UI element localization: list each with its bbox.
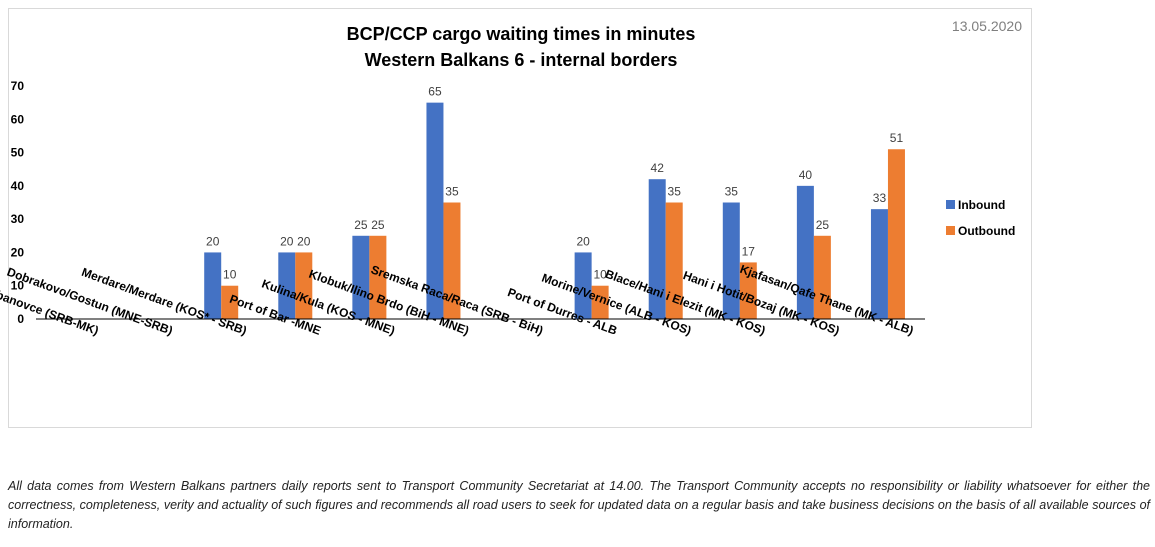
bar-inbound [870, 209, 888, 319]
data-label: 51 [890, 131, 904, 145]
data-label: 33 [873, 191, 887, 205]
y-tick-label: 20 [11, 245, 25, 259]
data-label: 35 [668, 185, 682, 199]
data-label: 25 [816, 218, 830, 232]
legend-label-outbound: Outbound [958, 224, 1015, 238]
bar-inbound [204, 252, 222, 319]
data-label: 17 [742, 244, 756, 258]
y-tick-label: 0 [17, 312, 24, 326]
data-label: 25 [354, 218, 368, 232]
y-tick-label: 40 [11, 179, 25, 193]
data-label: 42 [651, 161, 665, 175]
bar-inbound [574, 252, 592, 319]
bar-outbound [665, 202, 683, 319]
data-label: 20 [280, 234, 294, 248]
bars-group [204, 102, 905, 320]
bar-inbound [426, 102, 444, 320]
bar-outbound [369, 235, 387, 319]
chart-subtitle: Western Balkans 6 - internal borders [365, 50, 678, 70]
data-label: 20 [576, 234, 590, 248]
chart-title: BCP/CCP cargo waiting times in minutes [347, 24, 696, 44]
legend-swatch-inbound [946, 200, 955, 209]
y-tick-label: 30 [11, 212, 25, 226]
bar-outbound [221, 285, 239, 319]
data-label: 10 [223, 268, 237, 282]
data-label: 35 [725, 185, 739, 199]
y-tick-label: 50 [11, 146, 25, 160]
bar-outbound [813, 235, 831, 319]
bar-outbound [591, 285, 609, 319]
data-label: 20 [297, 234, 311, 248]
data-label: 10 [593, 268, 607, 282]
data-label: 20 [206, 234, 220, 248]
bar-chart: BCP/CCP cargo waiting times in minutes W… [0, 18, 1022, 338]
bar-outbound [443, 202, 461, 319]
y-tick-label: 10 [11, 279, 25, 293]
date-label: 13.05.2020 [952, 18, 1022, 34]
bar-inbound [796, 185, 814, 319]
data-label: 35 [445, 185, 459, 199]
data-label: 25 [371, 218, 385, 232]
legend: Inbound Outbound [946, 198, 1015, 238]
bar-inbound [352, 235, 370, 319]
y-tick-label: 60 [11, 112, 25, 126]
bar-inbound [648, 179, 666, 319]
legend-label-inbound: Inbound [958, 198, 1005, 212]
data-label: 65 [428, 85, 442, 99]
bar-inbound [722, 202, 740, 319]
y-tick-label: 70 [11, 79, 25, 93]
bar-inbound [278, 252, 296, 319]
chart-frame [8, 8, 1032, 428]
y-axis: 0 10 20 30 40 50 60 70 [11, 79, 25, 326]
disclaimer-footnote: All data comes from Western Balkans part… [8, 479, 1150, 531]
bar-outbound [739, 262, 757, 319]
data-label: 40 [799, 168, 813, 182]
bar-outbound [295, 252, 313, 319]
bar-outbound [887, 149, 905, 319]
legend-swatch-outbound [946, 226, 955, 235]
